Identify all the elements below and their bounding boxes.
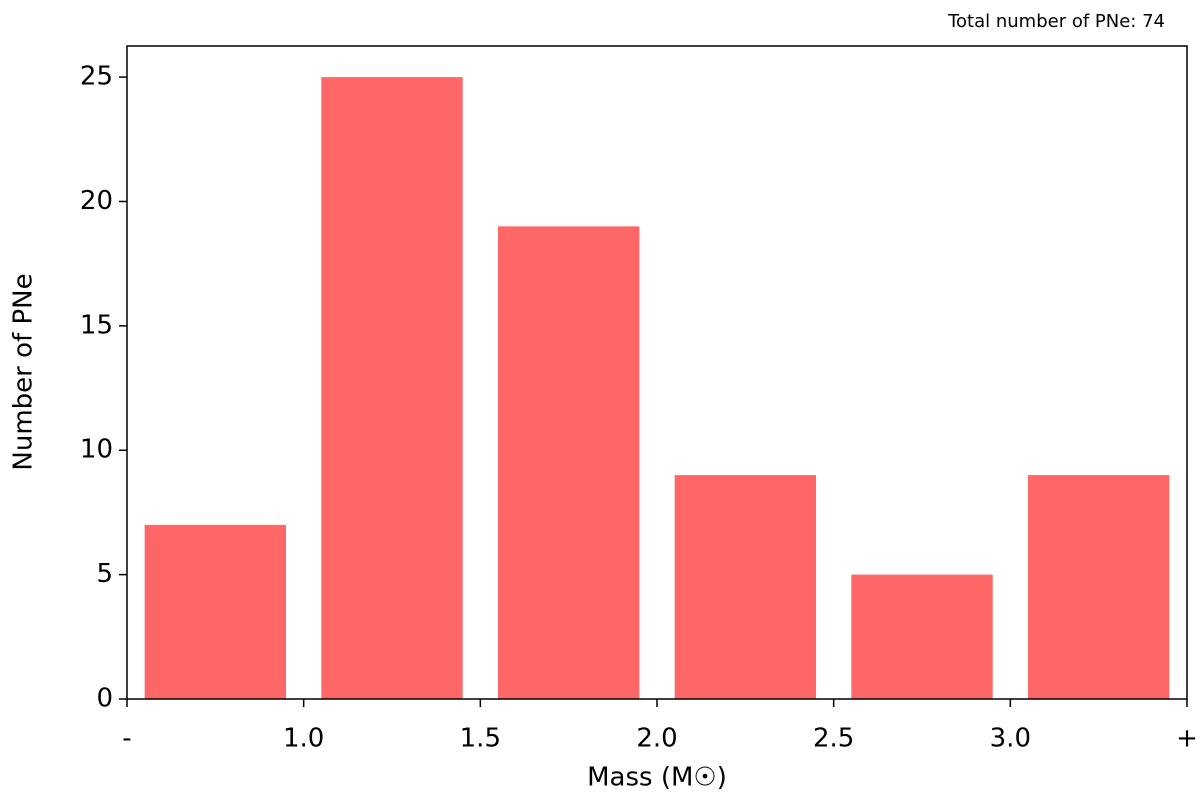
- bar: [851, 574, 993, 699]
- y-tick-label: 25: [80, 62, 113, 92]
- x-tick-label: +: [1176, 724, 1198, 754]
- x-tick-label: 2.0: [636, 724, 677, 754]
- bar: [498, 226, 640, 699]
- y-tick-label: 10: [80, 435, 113, 465]
- y-tick-label: 20: [80, 186, 113, 216]
- y-tick-label: 5: [96, 559, 113, 589]
- bar: [321, 77, 463, 700]
- x-axis-label: Mass (M☉): [587, 763, 727, 793]
- x-tick-label: 3.0: [990, 724, 1031, 754]
- bar: [674, 475, 816, 699]
- x-tick-label: 1.5: [460, 724, 501, 754]
- bar: [1028, 475, 1170, 699]
- x-tick-label: 1.0: [283, 724, 324, 754]
- x-tick-label: -: [122, 724, 131, 754]
- plot-frame: [126, 45, 1188, 700]
- x-tick-label: 2.5: [813, 724, 854, 754]
- y-tick-label: 0: [96, 684, 113, 714]
- y-tick-label: 15: [80, 310, 113, 340]
- y-axis-label: Number of PNe: [9, 273, 39, 470]
- bar: [144, 524, 286, 699]
- chart-title: Total number of PNe: 74: [947, 11, 1165, 32]
